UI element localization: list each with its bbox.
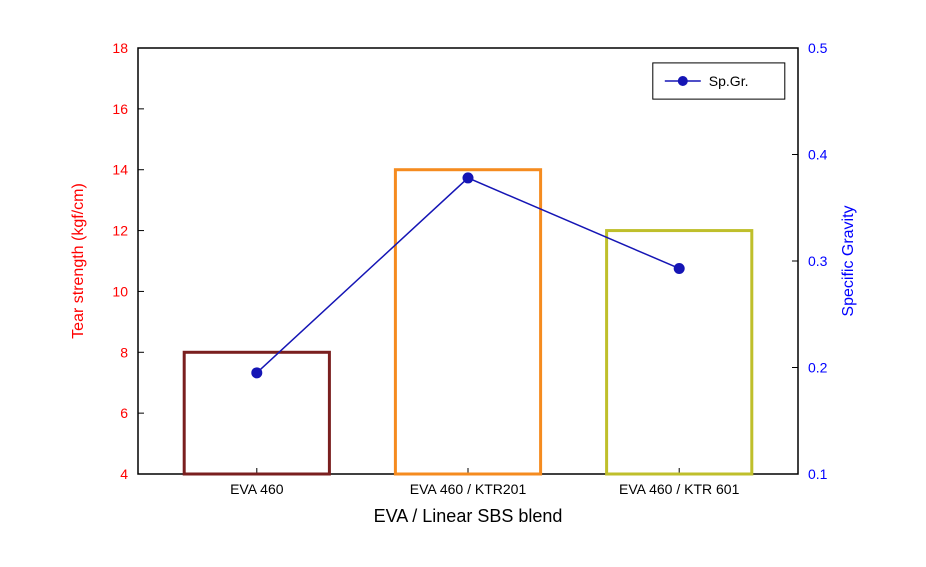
legend: Sp.Gr. [653, 63, 785, 99]
line-marker [252, 368, 262, 378]
y-right-tick-label: 0.4 [808, 147, 828, 163]
y-left-tick-label: 8 [120, 344, 128, 360]
line-path [257, 178, 679, 373]
line-marker [674, 263, 684, 273]
x-tick-label: EVA 460 / KTR 601 [619, 481, 740, 497]
y-right-tick-label: 0.5 [808, 40, 828, 56]
y-right-tick-label: 0.1 [808, 466, 828, 482]
y-left-tick-label: 12 [112, 223, 128, 239]
y-left-axis-label: Tear strength (kgf/cm) [70, 183, 87, 339]
x-tick-label: EVA 460 [230, 481, 284, 497]
dual-axis-chart: 4681012141618 0.10.20.30.40.5 EVA 460EVA… [0, 0, 926, 567]
line-series [252, 173, 684, 378]
x-ticks: EVA 460 EVA 460 / KTR201 EVA 460 / KTR 601 [230, 468, 740, 497]
y-left-tick-label: 6 [120, 405, 128, 421]
x-axis-label: EVA / Linear SBS blend [374, 506, 563, 526]
y-left-tick-label: 14 [112, 162, 128, 178]
y-left-tick-label: 16 [112, 101, 128, 117]
y-right-axis-label: Specific Gravity [840, 205, 857, 316]
y-left-tick-label: 4 [120, 466, 128, 482]
y-right-tick-label: 0.2 [808, 360, 828, 376]
bar [395, 170, 540, 474]
y-left-ticks: 4 6 8 10 12 14 16 18 [112, 40, 144, 482]
plot-area [138, 48, 798, 474]
line-marker [463, 173, 473, 183]
legend-marker-icon [678, 76, 688, 86]
legend-item-label: Sp.Gr. [709, 73, 749, 89]
bars [184, 170, 752, 474]
x-tick-label: EVA 460 / KTR201 [410, 481, 527, 497]
y-right-tick-label: 0.3 [808, 253, 828, 269]
y-left-tick-label: 18 [112, 40, 128, 56]
y-left-tick-label: 10 [112, 283, 128, 299]
